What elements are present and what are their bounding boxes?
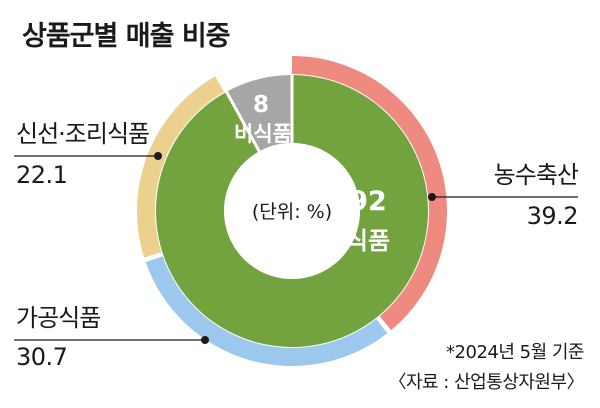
inner-slice-food <box>156 75 429 348</box>
inner-value-food: 92 <box>349 186 387 217</box>
pointer-dot-processed <box>201 336 209 344</box>
center-unit-label: (단위: %) <box>252 201 332 223</box>
inner-label-non-food: 비식품 <box>234 122 292 146</box>
pointer-lines <box>14 152 578 344</box>
pointer-dot-fresh <box>154 152 162 160</box>
value-agri: 39.2 <box>527 202 578 230</box>
inner-label-food: 식품 <box>346 227 390 255</box>
label-processed: 가공식품 <box>16 304 100 332</box>
value-fresh: 22.1 <box>16 161 67 189</box>
donut-hole <box>224 143 360 279</box>
source-note: 〈자료 : 산업통상자원부〉 <box>388 372 584 393</box>
inner-separator-1 <box>224 90 261 153</box>
label-fresh: 신선·조리식품 <box>16 120 149 148</box>
outer-slice-fresh <box>137 76 225 258</box>
chart-title: 상품군별 매출 비중 <box>22 21 230 52</box>
inner-ring <box>156 74 429 348</box>
inner-slice-non-food <box>226 75 292 152</box>
pointer-dot-agri <box>428 193 436 201</box>
inner-value-non-food: 8 <box>253 92 269 118</box>
value-processed: 30.7 <box>16 343 67 371</box>
label-agri: 농수축산 <box>494 161 579 189</box>
date-note: *2024년 5월 기준 <box>446 342 584 363</box>
outer-slice-agri <box>292 56 447 331</box>
